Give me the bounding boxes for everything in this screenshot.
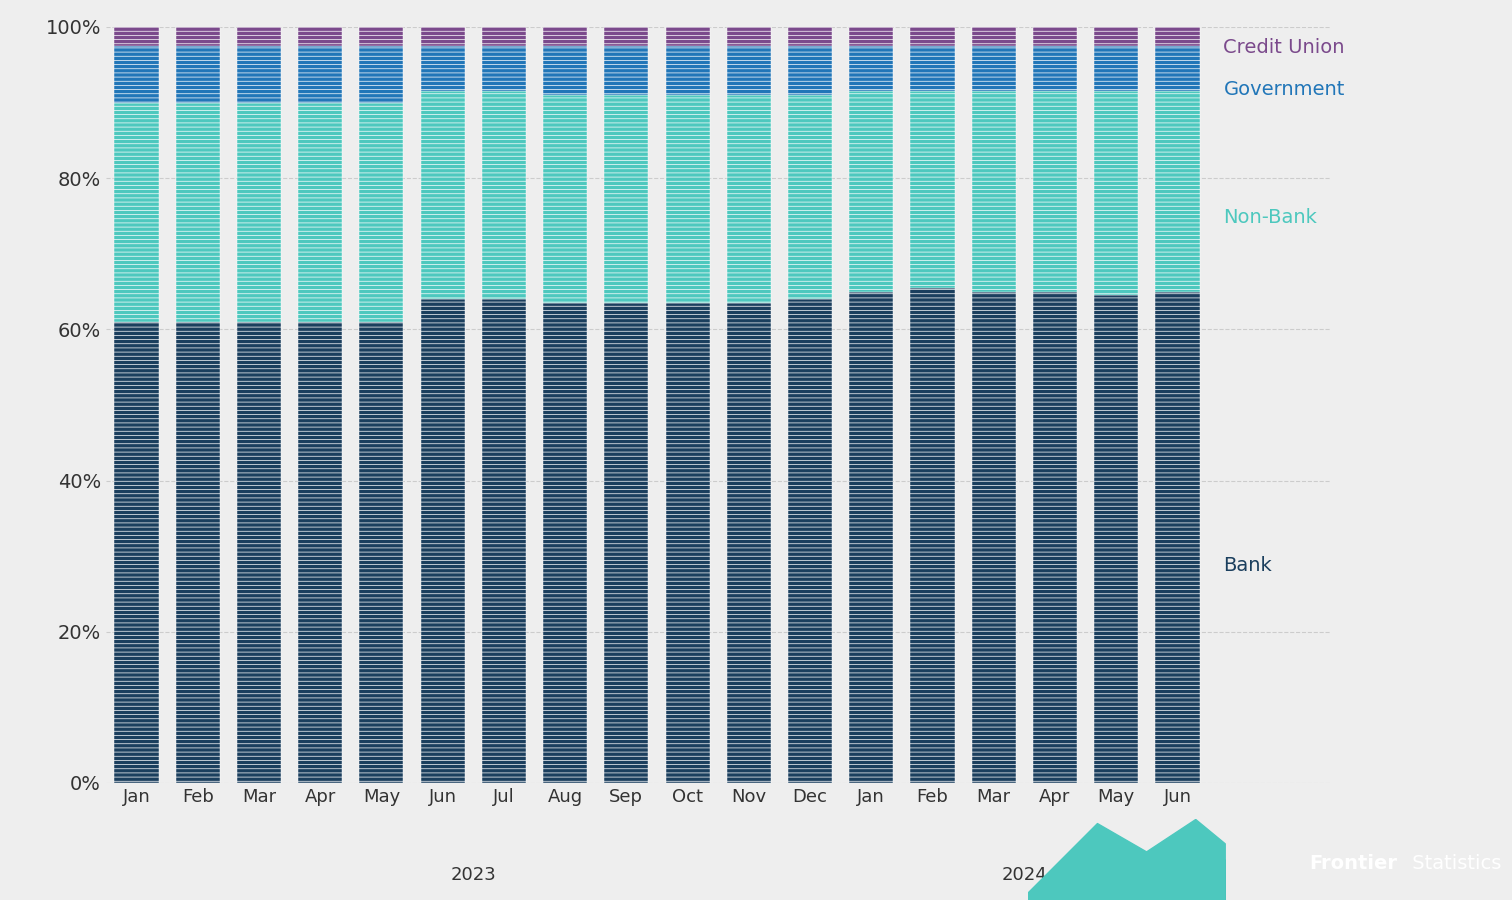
- Bar: [482, 46, 526, 91]
- Bar: [727, 95, 771, 303]
- Bar: [237, 27, 281, 46]
- Text: Frontier: Frontier: [1309, 854, 1397, 873]
- Bar: [115, 46, 159, 103]
- Text: 2023: 2023: [451, 866, 496, 884]
- Bar: [850, 46, 894, 91]
- Bar: [115, 322, 159, 783]
- Text: 2024: 2024: [1001, 866, 1048, 884]
- Bar: [972, 91, 1016, 292]
- Bar: [788, 46, 832, 95]
- Bar: [1155, 292, 1199, 783]
- Bar: [482, 91, 526, 299]
- Text: Credit Union: Credit Union: [1223, 39, 1344, 58]
- Bar: [910, 288, 954, 783]
- Bar: [543, 95, 587, 303]
- Text: Non-Bank: Non-Bank: [1223, 209, 1317, 228]
- Bar: [420, 46, 464, 91]
- Bar: [298, 46, 342, 103]
- Bar: [727, 46, 771, 95]
- Bar: [727, 303, 771, 783]
- Bar: [420, 91, 464, 299]
- Bar: [175, 46, 219, 103]
- Bar: [115, 27, 159, 46]
- Text: Statistics: Statistics: [1406, 854, 1501, 873]
- Bar: [972, 292, 1016, 783]
- Bar: [482, 27, 526, 46]
- Bar: [237, 103, 281, 322]
- Bar: [605, 95, 649, 303]
- Bar: [360, 27, 404, 46]
- Bar: [850, 91, 894, 292]
- Bar: [665, 303, 709, 783]
- Bar: [1033, 292, 1077, 783]
- Bar: [1033, 91, 1077, 292]
- Bar: [1155, 91, 1199, 292]
- Bar: [420, 299, 464, 783]
- Bar: [1095, 46, 1139, 91]
- Bar: [788, 27, 832, 46]
- Bar: [360, 103, 404, 322]
- Bar: [665, 95, 709, 303]
- Bar: [360, 322, 404, 783]
- Bar: [543, 46, 587, 95]
- Bar: [298, 103, 342, 322]
- Bar: [788, 299, 832, 783]
- Bar: [298, 27, 342, 46]
- Bar: [175, 322, 219, 783]
- Bar: [605, 27, 649, 46]
- Bar: [1155, 46, 1199, 91]
- Bar: [972, 27, 1016, 46]
- Bar: [665, 27, 709, 46]
- Bar: [605, 46, 649, 95]
- Bar: [850, 27, 894, 46]
- Bar: [605, 303, 649, 783]
- Bar: [360, 46, 404, 103]
- Bar: [1033, 27, 1077, 46]
- Bar: [1155, 27, 1199, 46]
- Bar: [175, 27, 219, 46]
- Bar: [175, 103, 219, 322]
- Text: Government: Government: [1223, 80, 1344, 99]
- Bar: [237, 46, 281, 103]
- Bar: [1095, 91, 1139, 295]
- Bar: [972, 46, 1016, 91]
- Bar: [482, 299, 526, 783]
- Bar: [1095, 295, 1139, 783]
- Bar: [727, 27, 771, 46]
- Bar: [665, 46, 709, 95]
- Bar: [910, 46, 954, 91]
- Bar: [910, 91, 954, 288]
- Bar: [543, 27, 587, 46]
- Bar: [1033, 46, 1077, 91]
- Bar: [298, 322, 342, 783]
- Bar: [910, 27, 954, 46]
- Bar: [1095, 27, 1139, 46]
- Bar: [115, 103, 159, 322]
- Bar: [420, 27, 464, 46]
- Bar: [237, 322, 281, 783]
- Text: Bank: Bank: [1223, 556, 1272, 575]
- Bar: [850, 292, 894, 783]
- Bar: [788, 95, 832, 299]
- Bar: [543, 303, 587, 783]
